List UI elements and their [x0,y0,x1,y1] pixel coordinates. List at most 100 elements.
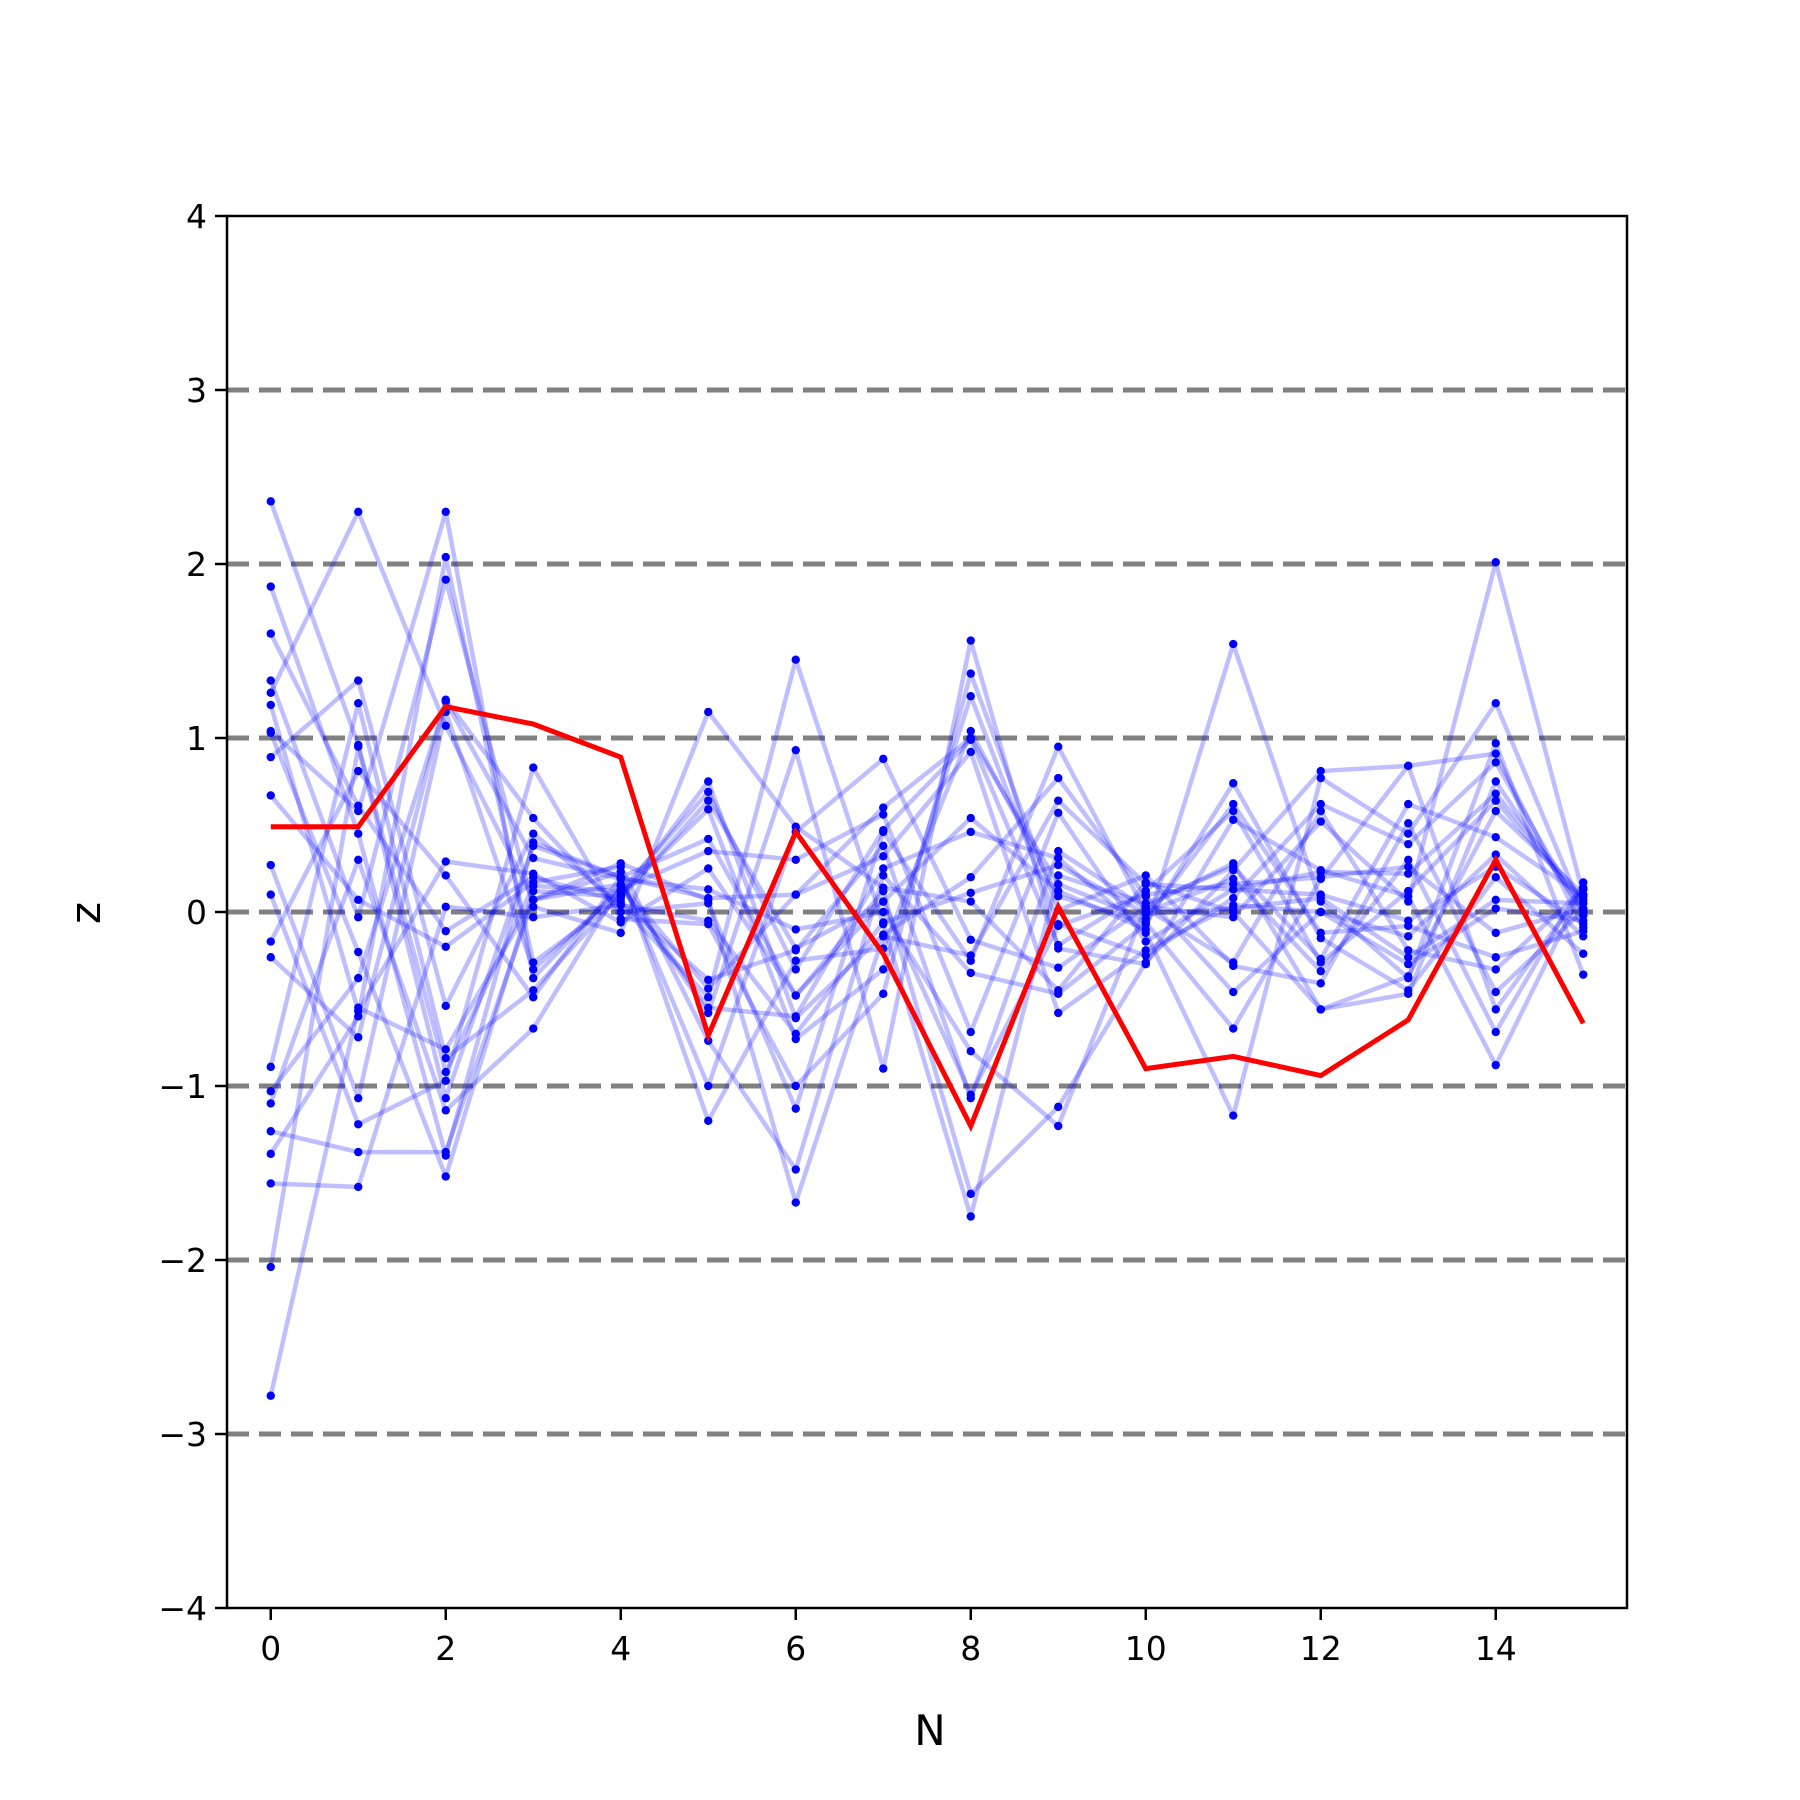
sample-point [441,871,450,880]
sample-point [1141,960,1150,969]
sample-point [1229,1024,1238,1033]
x-tick-label: 12 [1300,1629,1342,1668]
sample-line [268,500,1585,1075]
sample-point [1404,799,1413,809]
sample-point [1404,829,1413,838]
sample-point [1229,885,1238,894]
x-axis-ticks: 0 2 4 6 8 10 12 14 [260,1608,1517,1668]
sample-point [266,791,275,800]
sample-line [269,697,1586,1111]
sample-point [966,1027,975,1037]
sample-point [1054,871,1063,880]
sample-point [1229,799,1238,809]
sample-point [1404,862,1413,871]
sample-point [1054,1102,1063,1112]
sample-point [1491,749,1500,758]
sample-point [354,1003,363,1012]
sample-point [1404,953,1413,962]
sample-point [1316,966,1325,976]
sample-point [441,575,450,584]
sample-point [1404,932,1413,941]
sample-line [268,560,1586,1268]
sample-point [1491,558,1500,567]
sample-point [441,697,450,706]
y-tick-label: 1 [186,719,207,758]
sample-point [966,951,975,960]
sample-point [529,993,538,1002]
sample-point [1054,742,1063,751]
sample-point [1229,779,1238,788]
sample-point [879,932,888,941]
sample-point [1491,699,1500,708]
sample-point [529,1024,538,1033]
sample-point [791,1198,800,1207]
sample-point [529,973,538,983]
sample-point [616,907,625,917]
sample-point [1491,850,1500,859]
sample-point [354,1120,363,1129]
sample-point [1229,639,1238,649]
sample-point [1316,954,1325,964]
sample-point [1229,893,1238,903]
sample-point [791,1104,800,1113]
sample-point [266,1149,275,1159]
sample-point [791,991,800,1000]
sample-point [966,669,975,678]
sample-point [354,507,363,516]
sample-point [966,935,975,945]
sample-point [441,1093,450,1103]
sample-point [1054,944,1063,953]
sample-point [266,953,275,962]
sample-point [266,752,275,762]
sample-point [1579,890,1588,899]
sample-point [529,958,538,967]
sample-point [1141,928,1150,938]
sample-point [1229,815,1238,824]
sample-point [791,1081,800,1091]
sample-point [1316,799,1325,809]
sample-line [268,798,1585,1397]
sample-point [529,965,538,974]
sample-line [268,709,1585,1101]
sample-point [791,1029,800,1039]
sample-point [1054,963,1063,972]
sample-point [1404,869,1413,878]
sample-point [266,728,275,737]
sample-point [1404,946,1413,955]
sample-point [1579,919,1588,929]
sample-point [441,1076,450,1085]
sample-point [1491,796,1500,805]
sample-line [268,641,1586,1014]
sample-point [1404,916,1413,925]
sample-point [1229,1111,1238,1120]
sample-point [1054,1121,1063,1131]
sample-point [266,688,275,697]
sample-point [266,1087,275,1096]
sample-point [529,869,538,878]
sample-point [1054,846,1063,856]
sample-point [616,879,625,889]
sample-point [529,878,538,887]
sample-point [1404,761,1413,771]
sample-point [791,1165,800,1174]
sample-point [1491,953,1500,962]
sample-point [1316,773,1325,783]
sample-point [354,1012,363,1021]
x-axis-label: N [914,1706,945,1755]
sample-point [354,676,363,685]
y-axis-ticks: −4 −3 −2 −1 0 1 2 3 4 [158,197,227,1628]
sample-point [1054,773,1063,783]
sample-point [441,1053,450,1063]
sample-point [616,914,625,924]
sample-point [266,497,275,506]
sample-line [270,862,1584,1190]
sample-point [966,827,975,837]
sample-point [266,629,275,638]
sample-point [704,975,713,985]
sample-line [269,780,1585,1172]
sample-point [1316,890,1325,899]
sample-point [1404,819,1413,828]
sample-point [441,507,450,516]
